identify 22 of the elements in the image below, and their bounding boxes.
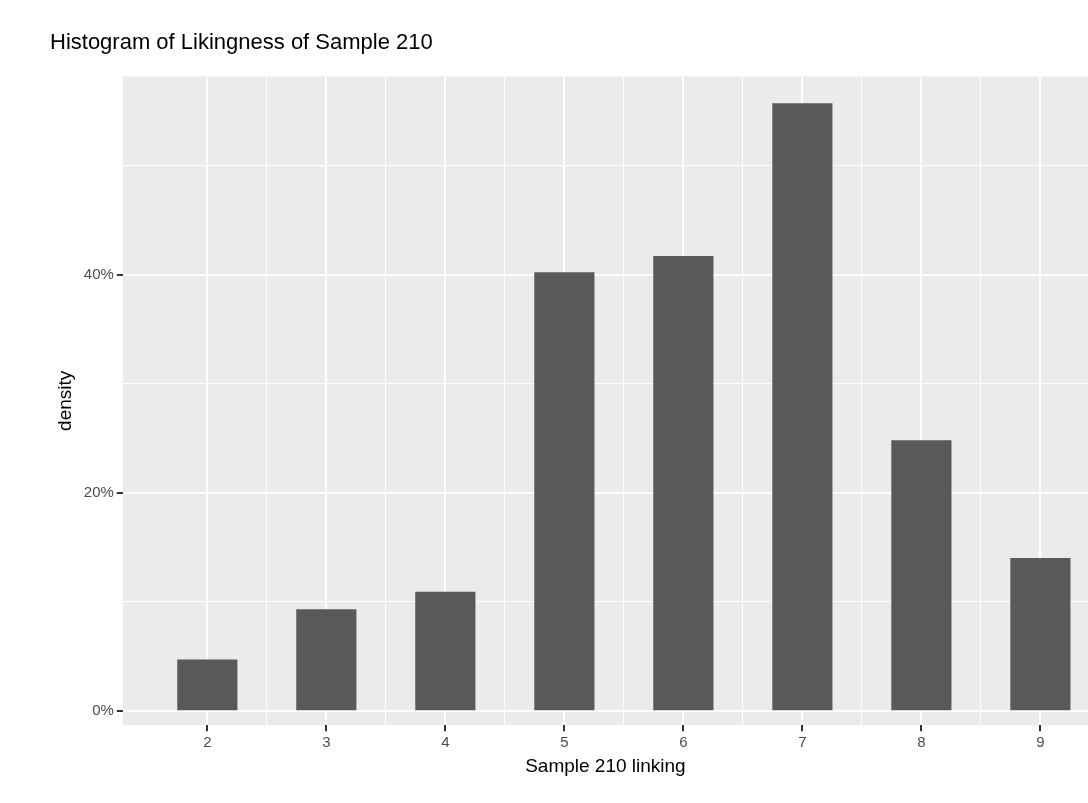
x-tick-label: 3 [322, 733, 331, 751]
bar [534, 272, 595, 711]
y-axis-title: density [53, 370, 75, 431]
x-tick-label: 2 [203, 733, 212, 751]
x-tick-label: 8 [917, 733, 926, 751]
bar [891, 440, 952, 711]
bar [177, 659, 238, 711]
y-tick-label: 20% [83, 483, 114, 501]
x-tick-label: 7 [798, 733, 807, 751]
bar [296, 609, 357, 711]
y-tick-label: 40% [83, 265, 114, 282]
bar [653, 255, 714, 711]
y-tick-label: 0% [92, 701, 114, 719]
bar [772, 103, 833, 711]
chart-title: Histogram of Likingness of Sample 210 [50, 29, 433, 55]
x-axis-title: Sample 210 linking [525, 754, 686, 776]
bar [1010, 558, 1071, 711]
x-tick-label: 5 [560, 733, 569, 751]
x-tick-label: 9 [1036, 733, 1045, 751]
x-tick-label: 4 [441, 733, 450, 751]
x-tick-label: 6 [679, 733, 688, 751]
bar [415, 591, 476, 711]
